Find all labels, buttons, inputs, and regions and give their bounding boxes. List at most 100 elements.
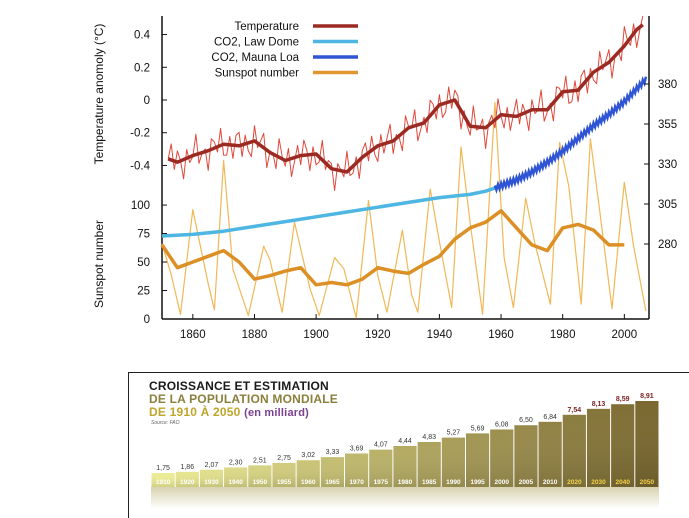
population-value-label: 5,27 bbox=[447, 430, 461, 437]
population-value-label: 1,86 bbox=[180, 464, 194, 471]
population-bar-shade bbox=[441, 437, 465, 487]
x-tick-label: 1980 bbox=[550, 329, 576, 341]
legend-label: CO2, Law Dome bbox=[214, 37, 299, 49]
sunspot-smoothed-line bbox=[160, 209, 625, 287]
population-year-label: 1970 bbox=[349, 479, 364, 486]
population-year-label: 2020 bbox=[567, 479, 582, 486]
x-tick-label: 1940 bbox=[427, 329, 453, 341]
x-tick-label: 2000 bbox=[612, 329, 638, 341]
axes-group: 1860 1880 1900 1920 1940 1960 1980 2000 0.4 0.2 0 -… bbox=[130, 30, 677, 341]
temperature-axis-label: Temperature anomoly (°C) bbox=[92, 24, 106, 165]
co2-tick-label: 330 bbox=[658, 159, 677, 171]
population-year-label: 1980 bbox=[398, 479, 413, 486]
population-value-label: 3,02 bbox=[301, 452, 315, 459]
x-tick-label: 1860 bbox=[180, 329, 206, 341]
population-bar-shade bbox=[248, 465, 272, 487]
population-year-label: 1985 bbox=[422, 479, 437, 486]
population-year-label: 1910 bbox=[156, 479, 171, 486]
sunspot-raw-line bbox=[161, 101, 647, 319]
population-year-label: 1965 bbox=[325, 479, 340, 486]
population-infographic: 1910 1,75 1920 1,86 1930 2,07 1940 2,30 1950 2,51… bbox=[128, 372, 689, 518]
population-year-label: 1940 bbox=[228, 479, 243, 486]
population-title-line3: DE 1910 À 2050 (en milliard) bbox=[149, 406, 309, 420]
sunspot-axis-label: Sunspot number bbox=[92, 220, 106, 308]
population-value-label: 1,75 bbox=[156, 465, 170, 472]
population-bar-shade bbox=[635, 401, 659, 487]
population-value-label: 6,08 bbox=[495, 421, 509, 428]
x-tick-label: 1920 bbox=[365, 329, 391, 341]
co2-law-dome-line bbox=[161, 186, 496, 238]
co2-tick-label: 305 bbox=[658, 199, 677, 211]
population-bar-shade bbox=[393, 445, 417, 487]
co2-tick-label: 355 bbox=[658, 119, 677, 131]
population-value-label: 2,30 bbox=[229, 459, 243, 466]
population-bar-shade bbox=[417, 442, 441, 487]
temperature-tick-label: 0 bbox=[144, 95, 150, 107]
population-value-label: 2,07 bbox=[205, 462, 219, 469]
population-title-line1: CROISSANCE ET ESTIMATION bbox=[149, 379, 329, 393]
population-bar-shade bbox=[151, 473, 175, 487]
legend-label: Temperature bbox=[234, 21, 299, 33]
temperature-smoothed-line bbox=[167, 23, 644, 174]
population-bar-shade bbox=[538, 421, 562, 487]
population-year-label: 1995 bbox=[470, 479, 485, 486]
population-title-years: DE 1910 À 2050 bbox=[149, 405, 241, 419]
population-value-label: 7,54 bbox=[568, 407, 582, 414]
population-value-label: 8,91 bbox=[640, 393, 654, 400]
population-value-label: 2,51 bbox=[253, 457, 267, 464]
population-year-label: 2005 bbox=[519, 479, 534, 486]
population-bar-shade bbox=[490, 429, 514, 487]
series-group bbox=[160, 15, 648, 319]
population-value-label: 3,69 bbox=[350, 445, 364, 452]
population-bar-shade bbox=[514, 425, 538, 487]
climate-chart: 1860 1880 1900 1920 1940 1960 1980 2000 0.4 0.2 0 -… bbox=[92, 15, 677, 341]
population-year-label: 1920 bbox=[180, 479, 195, 486]
population-title-unit: (en milliard) bbox=[244, 407, 310, 419]
population-value-label: 8,59 bbox=[616, 396, 630, 403]
legend: Temperature CO2, Law Dome CO2, Mauna Loa Su… bbox=[211, 21, 358, 80]
temperature-tick-label: -0.2 bbox=[130, 128, 150, 140]
population-title-line2: DE LA POPULATION MONDIALE bbox=[149, 392, 338, 406]
population-year-label: 1950 bbox=[253, 479, 268, 486]
co2-tick-label: 380 bbox=[658, 79, 677, 91]
population-value-label: 6,84 bbox=[543, 414, 557, 421]
population-bar-shade bbox=[272, 462, 296, 487]
legend-label: CO2, Mauna Loa bbox=[211, 52, 299, 64]
population-bar-shade bbox=[465, 433, 490, 487]
plot-frame bbox=[161, 16, 650, 320]
co2-mauna-loa-line bbox=[493, 76, 648, 195]
population-bar-shade bbox=[562, 414, 586, 487]
population-year-label: 1955 bbox=[277, 479, 292, 486]
population-year-label: 2040 bbox=[615, 479, 630, 486]
sunspot-tick-label: 25 bbox=[137, 286, 150, 298]
population-bar-shade bbox=[296, 460, 320, 487]
population-year-label: 1930 bbox=[204, 479, 219, 486]
population-bar-shade bbox=[175, 471, 199, 487]
population-bar-shade bbox=[611, 404, 635, 487]
population-value-label: 4,44 bbox=[398, 438, 412, 445]
population-bar-shade bbox=[199, 469, 224, 487]
temperature-tick-label: 0.2 bbox=[134, 62, 150, 74]
population-year-label: 2030 bbox=[591, 479, 606, 486]
sunspot-tick-label: 0 bbox=[144, 314, 150, 326]
population-value-label: 5,69 bbox=[471, 425, 485, 432]
population-source: Source: FAO bbox=[151, 420, 180, 426]
floor-reflection bbox=[151, 487, 659, 509]
sunspot-tick-label: 100 bbox=[131, 200, 150, 212]
temperature-tick-label: 0.4 bbox=[134, 30, 151, 42]
population-value-label: 8,13 bbox=[592, 401, 606, 408]
population-value-label: 6,50 bbox=[519, 417, 533, 424]
x-tick-label: 1900 bbox=[303, 329, 329, 341]
population-year-label: 1960 bbox=[301, 479, 316, 486]
population-bar-shade bbox=[586, 408, 611, 487]
co2-tick-label: 280 bbox=[658, 239, 677, 251]
population-value-label: 2,75 bbox=[277, 455, 291, 462]
population-year-label: 2010 bbox=[543, 479, 558, 486]
population-bars: 1910 1,75 1920 1,86 1930 2,07 1940 2,30 1950 2,51… bbox=[151, 393, 659, 509]
population-year-label: 2050 bbox=[640, 479, 655, 486]
population-value-label: 3,33 bbox=[326, 449, 340, 456]
population-value-label: 4,83 bbox=[422, 434, 436, 441]
population-year-label: 1975 bbox=[374, 479, 389, 486]
sunspot-tick-label: 50 bbox=[137, 257, 150, 269]
population-value-label: 4,07 bbox=[374, 442, 388, 449]
